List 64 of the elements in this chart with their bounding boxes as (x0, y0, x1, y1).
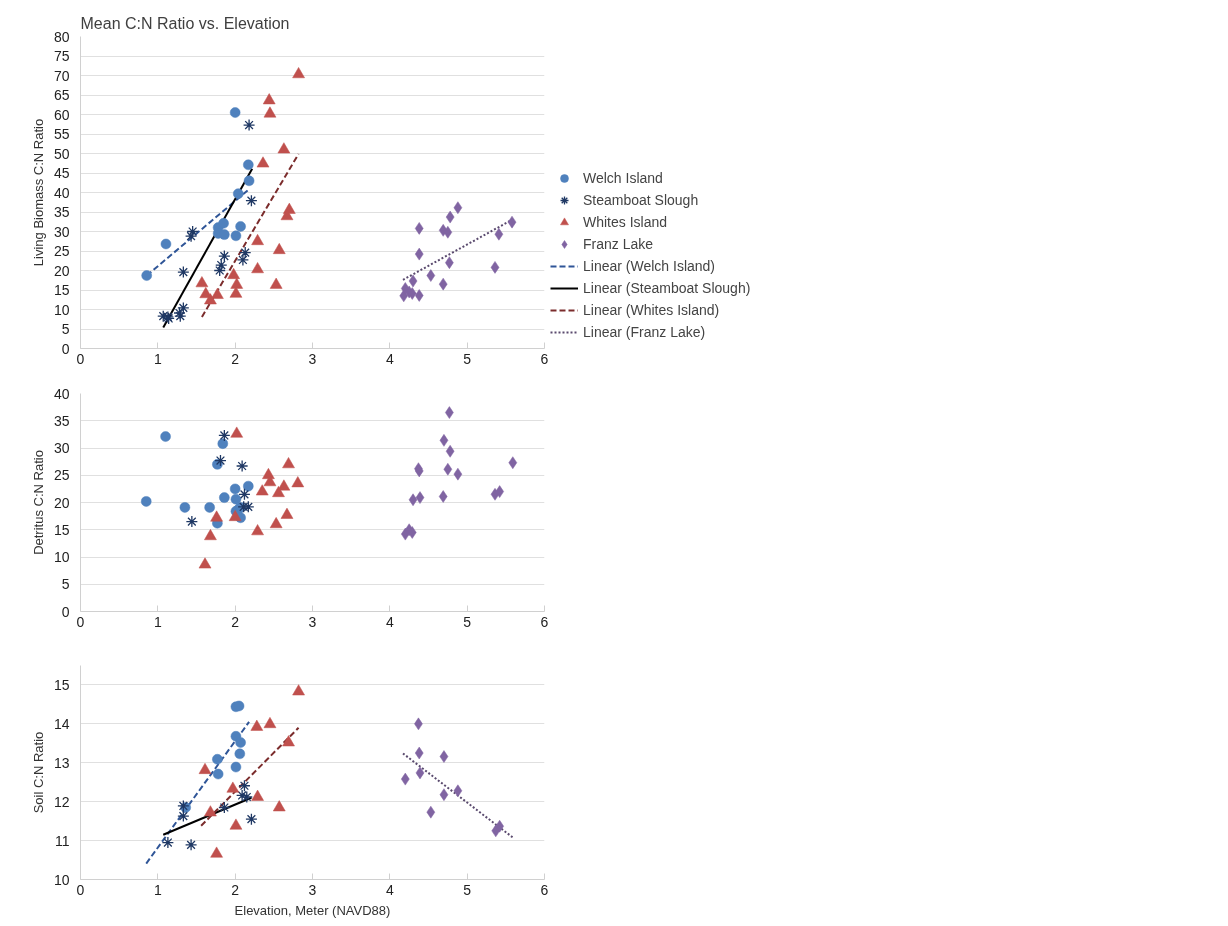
y-tick-label: 10 (53, 871, 70, 888)
y-tick-label: 40 (53, 385, 70, 402)
chart-title: Mean C:N Ratio vs. Elevation (80, 14, 290, 32)
y-tick-label: 15 (53, 521, 70, 538)
legend-label: Linear (Steamboat Slough) (583, 280, 751, 296)
x-tick-label: 1 (153, 613, 162, 630)
x-tick-label: 4 (385, 613, 394, 630)
y-tick-label: 11 (54, 832, 70, 849)
y-tick-label: 35 (53, 412, 70, 429)
y-tick-label: 75 (53, 48, 70, 64)
legend-label: Linear (Welch Island) (583, 258, 716, 274)
y-tick-label: 10 (53, 549, 70, 565)
x-tick-label: 2 (231, 881, 240, 898)
y-tick-label: 80 (53, 28, 70, 45)
x-tick-label: 4 (385, 350, 394, 367)
x-tick-label: 6 (540, 881, 549, 898)
y-tick-label: 13 (53, 754, 70, 771)
x-tick-label: 2 (231, 613, 240, 630)
x-tick-label: 1 (153, 350, 162, 367)
x-tick-label: 0 (76, 881, 85, 898)
y-tick-label: 10 (53, 301, 70, 318)
x-tick-label: 0 (76, 350, 85, 367)
y-tick-label: 45 (53, 165, 70, 181)
x-tick-label: 2 (231, 350, 240, 367)
x-tick-label: 5 (463, 613, 472, 630)
y-tick-label: 30 (53, 440, 70, 456)
y-tick-label: 70 (53, 67, 70, 84)
y-tick-label: 14 (53, 715, 70, 732)
y-tick-label: 5 (61, 576, 70, 593)
x-tick-label: 6 (540, 350, 549, 367)
y-tick-label: 60 (53, 106, 70, 123)
x-tick-label: 4 (385, 881, 394, 898)
legend-label: Linear (Franz Lake) (583, 324, 706, 340)
x-tick-label: 0 (76, 613, 85, 630)
x-tick-label: 3 (308, 350, 317, 367)
x-tick-label: 3 (308, 881, 317, 898)
y-tick-label: 30 (53, 223, 70, 240)
x-tick-label: 5 (463, 350, 472, 367)
y-axis-title: Living Biomass C:N Ratio (30, 118, 46, 267)
x-tick-label: 3 (308, 613, 317, 630)
y-tick-label: 12 (53, 793, 70, 810)
x-axis-title: Elevation, Meter (NAVD88) (234, 902, 391, 918)
x-tick-label: 6 (540, 613, 549, 630)
y-tick-label: 40 (53, 184, 70, 201)
y-tick-label: 65 (53, 87, 70, 103)
legend-label: Whites Island (583, 214, 668, 230)
y-axis-title: Soil C:N Ratio (30, 731, 46, 814)
legend-label: Linear (Whites Island) (583, 302, 720, 318)
legend-label: Steamboat Slough (583, 192, 699, 208)
y-tick-label: 20 (53, 494, 70, 511)
y-tick-label: 15 (53, 282, 70, 298)
y-tick-label: 25 (53, 467, 70, 484)
x-tick-label: 1 (153, 881, 162, 898)
legend-label: Welch Island (583, 170, 663, 186)
y-tick-label: 20 (53, 262, 70, 279)
y-tick-label: 50 (53, 145, 70, 162)
y-tick-label: 25 (53, 243, 70, 259)
y-tick-label: 5 (61, 321, 70, 337)
x-tick-label: 5 (463, 881, 472, 898)
legend-label: Franz Lake (583, 236, 654, 252)
y-tick-label: 55 (53, 126, 70, 142)
y-tick-label: 15 (53, 676, 70, 693)
y-axis-title: Detritus C:N Ratio (30, 450, 46, 555)
y-tick-label: 35 (53, 204, 70, 220)
